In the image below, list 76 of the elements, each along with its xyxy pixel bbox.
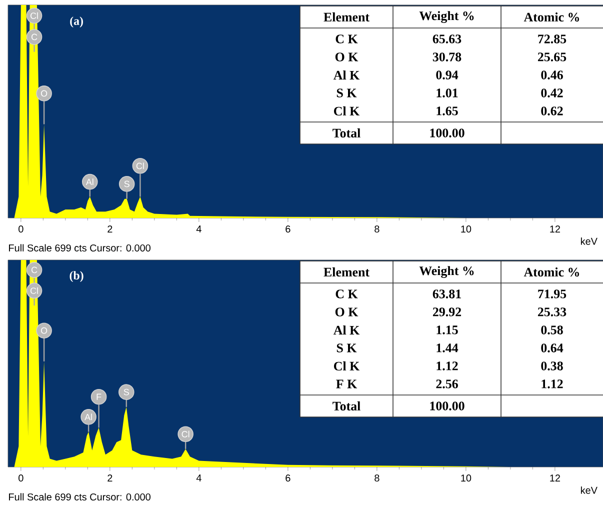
x-axis-title: keV (580, 238, 598, 245)
annotation: Cl K (334, 106, 360, 116)
annotation: Al (86, 178, 94, 186)
text: Full Scale 699 cts Cursor: 0.000 (9, 493, 150, 500)
annotation: 0.64 (541, 344, 564, 352)
annotation: 65.63 (432, 34, 462, 44)
annotation: 1.15 (436, 326, 458, 334)
annotation: 72.85 (538, 34, 566, 44)
annotation: Element (324, 12, 370, 22)
annotation: Weight % (419, 11, 474, 23)
annotation: C (31, 266, 38, 274)
annotation: S K (336, 344, 357, 352)
annotation: 0.62 (541, 106, 563, 116)
x-tick-label: 2 (108, 226, 112, 232)
annotation: O (40, 327, 48, 334)
x-tick-label: 4 (196, 226, 202, 232)
annotation: 0.46 (541, 70, 563, 80)
annotation: 1.44 (436, 344, 458, 352)
annotation: 1.12 (542, 380, 563, 388)
annotation: Al K (334, 70, 360, 80)
annotation: C K (336, 290, 358, 298)
x-tick-label: 0 (18, 474, 24, 482)
annotation: F (96, 394, 102, 400)
annotation: Al K (334, 325, 360, 334)
annotation: Cl (30, 287, 38, 294)
text: Full Scale 699 cts Cursor: 0.000 (9, 244, 150, 252)
x-tick-label: 10 (461, 474, 472, 482)
annotation: 29.92 (432, 308, 462, 316)
annotation: Total (332, 128, 360, 138)
annotation: S K (336, 88, 357, 98)
annotation: Cl (136, 162, 144, 170)
annotation: 1.01 (436, 88, 458, 98)
annotation: 0.58 (541, 326, 563, 334)
text: (a) (70, 16, 83, 28)
x-axis-title: keV (580, 486, 598, 494)
annotation: 100.00 (430, 402, 464, 410)
annotation: 100.00 (430, 128, 464, 138)
text: (b) (70, 271, 84, 282)
annotation: Atomic % (524, 267, 580, 277)
annotation: S (124, 180, 130, 188)
annotation: C K (336, 34, 358, 44)
annotation: C (31, 34, 38, 40)
annotation: O (40, 90, 48, 97)
annotation: 1.12 (436, 362, 458, 370)
annotation: O K (335, 52, 358, 62)
annotation: Cl K (334, 361, 360, 371)
annotation: Element (324, 267, 370, 277)
annotation: Al (84, 414, 92, 420)
annotation: O K (335, 308, 358, 316)
annotation: Cl (182, 430, 190, 438)
annotation: 2.56 (436, 380, 458, 388)
annotation: 0.42 (541, 88, 563, 98)
annotation: 63.81 (432, 290, 461, 298)
annotation: F K (336, 380, 358, 388)
x-tick-label: 8 (374, 226, 380, 233)
annotation: 0.94 (436, 70, 458, 80)
annotation: 0.38 (541, 362, 563, 370)
x-tick-label: 12 (550, 474, 560, 482)
x-tick-label: 6 (286, 474, 290, 482)
x-tick-label: 12 (550, 226, 560, 232)
x-tick-label: 4 (196, 474, 202, 482)
annotation: 25.65 (538, 52, 566, 62)
annotation: Cl (30, 12, 38, 19)
x-tick-label: 10 (461, 226, 472, 233)
annotation: 71.95 (538, 290, 566, 298)
annotation: Atomic % (524, 12, 580, 22)
annotation: 30.78 (432, 52, 462, 62)
annotation: 1.65 (436, 106, 458, 116)
annotation: 25.33 (538, 308, 566, 316)
annotation: Weight % (419, 266, 474, 278)
x-tick-label: 6 (286, 226, 290, 233)
x-tick-label: 2 (108, 474, 112, 482)
annotation: S (124, 388, 129, 396)
x-tick-label: 0 (18, 226, 24, 233)
x-tick-label: 8 (374, 474, 380, 482)
annotation: Total (332, 401, 360, 411)
